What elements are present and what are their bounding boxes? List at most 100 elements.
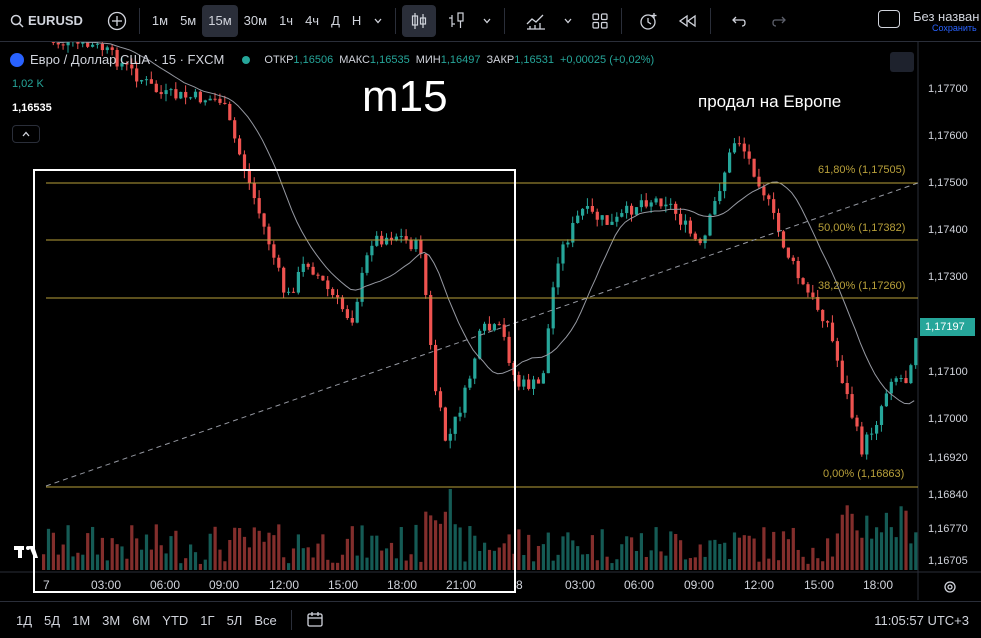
volume-bar (566, 532, 570, 570)
volume-bar (448, 489, 452, 570)
time-tick: 15:00 (328, 578, 359, 592)
legend-title[interactable]: Евро / Доллар США · 15 · FXCM (30, 52, 225, 67)
chevron-down-icon[interactable] (553, 5, 579, 37)
time-tick: 15:00 (804, 578, 835, 592)
layout-name[interactable]: Без назван (913, 9, 980, 24)
volume-bar (100, 537, 104, 570)
volume-bar (238, 528, 242, 570)
candle-body (228, 103, 232, 121)
volume-bar (174, 530, 178, 570)
alert-clock-icon[interactable] (628, 5, 666, 37)
trend-line[interactable] (45, 182, 919, 487)
candle-body (95, 43, 100, 45)
change-value: +0,00025 (+0,02%) (559, 53, 655, 66)
range-ytd[interactable]: YTD (162, 612, 189, 628)
price-tick: 1,16770 (928, 523, 968, 535)
volume-bar (502, 543, 506, 570)
volume-bar (169, 536, 173, 570)
legend-menu-button[interactable] (890, 52, 914, 72)
price-chart[interactable] (0, 42, 981, 600)
candle-body (478, 330, 482, 359)
candles-icon[interactable] (402, 4, 437, 37)
volume-bar (796, 549, 800, 570)
volume-bar (698, 544, 702, 570)
candle-body (757, 176, 761, 187)
volume-bar (296, 534, 300, 570)
candle-body (218, 98, 222, 103)
volume-bar (835, 533, 839, 570)
volume-bar (115, 544, 119, 570)
time-tick: 18:00 (863, 578, 894, 592)
price-tick: 1,16840 (928, 489, 968, 501)
chevron-down-icon[interactable] (367, 5, 389, 37)
volume-bar (649, 550, 653, 570)
volume-bar (497, 547, 501, 570)
timeframe-15m[interactable]: 15м (202, 4, 238, 37)
timeframe-d[interactable]: Д (331, 13, 340, 28)
range-6m[interactable]: 6М (132, 612, 151, 628)
volume-bar (507, 534, 511, 570)
timeframe-30m[interactable]: 30м (243, 13, 268, 28)
save-link[interactable]: Сохранить (932, 23, 977, 33)
range-5y[interactable]: 5Л (226, 612, 243, 628)
range-3m[interactable]: 3М (102, 612, 121, 628)
timeframe-1m[interactable]: 1м (151, 13, 169, 28)
candle-body (889, 381, 893, 394)
layout-save-icon[interactable] (878, 10, 900, 28)
chevron-down-icon[interactable] (472, 5, 498, 37)
indicators-icon[interactable] (511, 5, 553, 37)
volume-bar (409, 554, 413, 570)
candle-body (600, 215, 604, 220)
highlight-rectangle[interactable] (33, 169, 516, 593)
range-1m[interactable]: 1М (72, 612, 91, 628)
candle-body (634, 207, 639, 215)
range-1y[interactable]: 1Г (200, 612, 215, 628)
candle-body (811, 292, 815, 298)
candle-body (340, 297, 345, 310)
volume-bar (144, 534, 149, 570)
timeframe-4h[interactable]: 4ч (305, 13, 320, 28)
candle-body (639, 200, 643, 208)
replay-icon[interactable] (666, 5, 704, 37)
trade-comment-annotation[interactable]: продал на Европе (698, 92, 842, 111)
volume-bar (130, 525, 134, 570)
candle-body (551, 287, 555, 329)
candle-body (840, 360, 844, 384)
add-symbol-icon[interactable] (89, 5, 133, 37)
candle-body (389, 237, 394, 241)
range-all[interactable]: Все (254, 612, 277, 628)
candle-body (708, 214, 712, 236)
candle-body (752, 158, 756, 177)
undo-icon[interactable] (717, 5, 753, 37)
price-tick: 1,16705 (928, 555, 968, 567)
volume-bar (571, 540, 575, 570)
volume-bar (125, 558, 129, 570)
candle-body (154, 83, 158, 93)
volume-bar (845, 505, 849, 570)
timeframe-annotation[interactable]: m15 (362, 72, 448, 121)
candle-body (703, 235, 707, 244)
price-tick: 1,17600 (928, 130, 968, 142)
range-1d[interactable]: 1Д (16, 612, 33, 628)
clock[interactable]: 11:05:57 UTC+3 (874, 612, 969, 628)
collapse-legend-button[interactable] (12, 125, 40, 143)
candle-body (566, 242, 570, 245)
timeframe-1h[interactable]: 1ч (279, 13, 294, 28)
volume-bar (654, 527, 658, 570)
candle-body (453, 416, 457, 434)
search-icon[interactable] (0, 5, 26, 37)
volume-bar (860, 537, 864, 570)
timeframe-5m[interactable]: 5м (180, 13, 197, 28)
bars-style-icon[interactable] (436, 5, 472, 37)
candle-body (164, 90, 168, 95)
symbol-button[interactable]: EURUSD (28, 13, 83, 28)
layout-grid-icon[interactable] (579, 5, 615, 37)
calendar-icon[interactable] (300, 610, 330, 631)
candle-body (605, 215, 609, 225)
redo-icon[interactable] (753, 5, 795, 37)
candle-body (306, 263, 310, 267)
settings-gear-icon[interactable] (944, 581, 956, 593)
range-5d[interactable]: 5Д (44, 612, 61, 628)
timeframe-w[interactable]: Н (351, 13, 362, 28)
volume-bar (355, 555, 359, 570)
